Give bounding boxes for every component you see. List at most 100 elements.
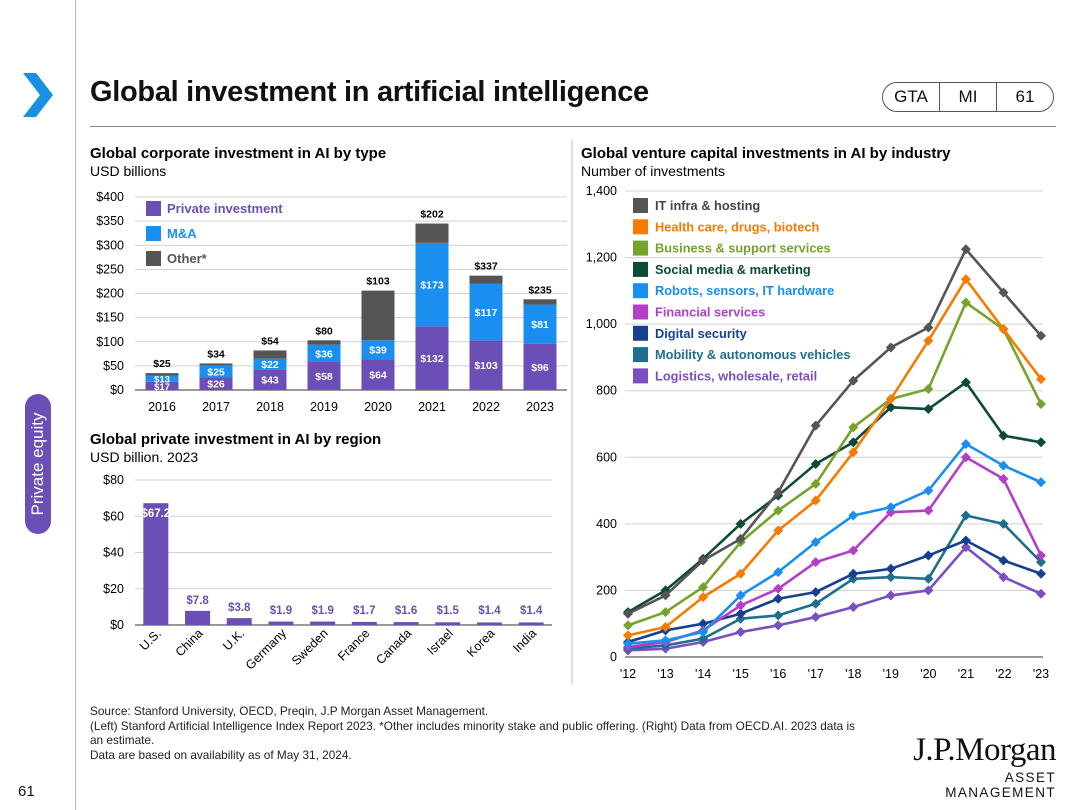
chart3-point-marker [1036, 374, 1046, 385]
chart3-legend-label: Digital security [655, 326, 748, 341]
chart1-bar-segment [469, 340, 503, 390]
chart2-value-label: $1.9 [311, 605, 333, 617]
chart3-point-marker [923, 404, 934, 415]
chart3-title: Global venture capital investments in AI… [581, 145, 951, 162]
chart3-legend-swatch [633, 261, 648, 277]
chart3-point-marker [923, 485, 934, 496]
chart3-point-marker [773, 610, 784, 621]
chart1-segment-label: $13 [154, 375, 170, 386]
chevron-right-icon[interactable] [19, 72, 55, 118]
chart3-series-line [627, 247, 1042, 615]
chart3-point-marker [735, 590, 746, 601]
chart3-ytick: 1,400 [586, 184, 617, 198]
chart3-point-marker [698, 555, 709, 566]
chart1-segment-label: $58 [315, 371, 333, 383]
chart1-xtick: 2020 [364, 400, 392, 414]
chart1-xtick: 2023 [526, 400, 554, 414]
chart3-point-marker [698, 627, 709, 638]
chart3-point-marker [960, 510, 971, 521]
chart1-segment-label: $39 [369, 345, 387, 357]
chart3-point-marker [998, 430, 1009, 441]
chart3-point-marker [960, 542, 971, 553]
chart3-legend-swatch [633, 283, 648, 299]
chart3-ytick: 1,000 [586, 317, 617, 331]
chart3-point-marker [810, 612, 821, 623]
section-tab-private-equity[interactable]: Private equity [25, 394, 51, 534]
nav-mi-button[interactable]: MI [939, 83, 996, 111]
nav-page-button[interactable]: 61 [996, 83, 1053, 111]
chart3-xtick: '15 [732, 667, 748, 681]
chart3-point-marker [885, 402, 896, 413]
nav-pill: GTA MI 61 [882, 82, 1054, 112]
chart3-point-marker [960, 274, 971, 285]
chart3-point-marker [1036, 550, 1046, 561]
chart3-point-marker [735, 627, 746, 638]
chart3-point-marker [923, 573, 934, 584]
chart3-point-marker [735, 533, 746, 544]
footnote-line: Source: Stanford University, OECD, Preqi… [90, 704, 489, 718]
chart1-bar-segment [415, 223, 449, 243]
chart1-segment-label: $22 [261, 359, 279, 371]
chart3-point-marker [848, 422, 859, 433]
chart2-value-label: $1.4 [478, 605, 501, 617]
chart3-point-marker [660, 622, 671, 633]
chart3-legend-label: IT infra & hosting [655, 198, 760, 213]
footnote-line: (Left) Stanford Artificial Intelligence … [90, 718, 855, 733]
chart3-point-marker [848, 437, 859, 448]
chart3-xtick: '23 [1033, 667, 1049, 681]
chart1-total-label: $25 [153, 358, 171, 370]
chart3-legend-label: Logistics, wholesale, retail [655, 368, 817, 383]
chart1-segment-label: $26 [207, 379, 225, 391]
chart3-point-marker [810, 598, 821, 609]
chart3-point-marker [885, 502, 896, 513]
footnote-line: Data are based on availability as of May… [90, 747, 352, 762]
chart1-segment-label: $103 [474, 360, 498, 372]
footnote: Source: Stanford University, OECD, Preqi… [90, 704, 910, 762]
chart1-segment-label: $43 [261, 375, 279, 387]
chart1-xtick: 2017 [202, 400, 230, 414]
chart1-subtitle: USD billions [90, 163, 166, 179]
chart3-point-marker [960, 244, 971, 255]
chart2-xtick: Canada [373, 626, 414, 667]
chart3-point-marker [998, 473, 1009, 484]
logo-wordmark: J.P.Morgan [913, 732, 1056, 768]
chart3-xtick: '20 [920, 667, 936, 681]
chart1-ytick: $50 [103, 359, 124, 373]
chart3-point-marker [998, 572, 1009, 583]
chart1-bar-segment [145, 381, 179, 390]
chart1-bar-segment [145, 373, 179, 376]
jpmorgan-logo: J.P.Morgan ASSET MANAGEMENT [900, 732, 1056, 800]
chart3-xtick: '22 [995, 667, 1011, 681]
chart3-point-marker [998, 460, 1009, 471]
chart3-point-marker [735, 608, 746, 619]
chart3-point-marker [923, 505, 934, 516]
page-number: 61 [18, 783, 35, 800]
chart3-point-marker [960, 297, 971, 308]
chart3-ytick: 1,200 [586, 251, 617, 265]
chart2-ytick: $20 [103, 582, 124, 596]
chart1-legend-label: M&A [167, 226, 197, 241]
chart2-xtick: Israel [424, 626, 456, 658]
chart3-xtick: '14 [695, 667, 711, 681]
chart2-ytick: $60 [103, 509, 124, 523]
nav-gta-button[interactable]: GTA [894, 87, 928, 106]
chart3-point-marker [735, 600, 746, 611]
chart3-point-marker [623, 638, 633, 649]
chart3-point-marker [773, 525, 784, 536]
chart2-bar [518, 622, 544, 625]
chart2-value-label: $1.7 [353, 605, 375, 617]
chart3-point-marker [1036, 557, 1046, 568]
chart3-legend-label: Health care, drugs, biotech [655, 219, 819, 234]
chart2-xtick: Germany [243, 626, 290, 673]
chart2-subtitle: USD billion. 2023 [90, 449, 198, 465]
chart3-point-marker [1036, 568, 1046, 579]
chart3-point-marker [848, 510, 859, 521]
chart3-point-marker [885, 572, 896, 583]
chart3-point-marker [773, 487, 784, 498]
chart3-point-marker [623, 630, 633, 641]
chart1-bar-segment [253, 369, 287, 390]
chart1-segment-label: $25 [207, 366, 225, 378]
chart1-bar-segment [361, 340, 395, 360]
chart1-segment-label: $36 [315, 348, 333, 360]
chart3-xtick: '16 [770, 667, 786, 681]
